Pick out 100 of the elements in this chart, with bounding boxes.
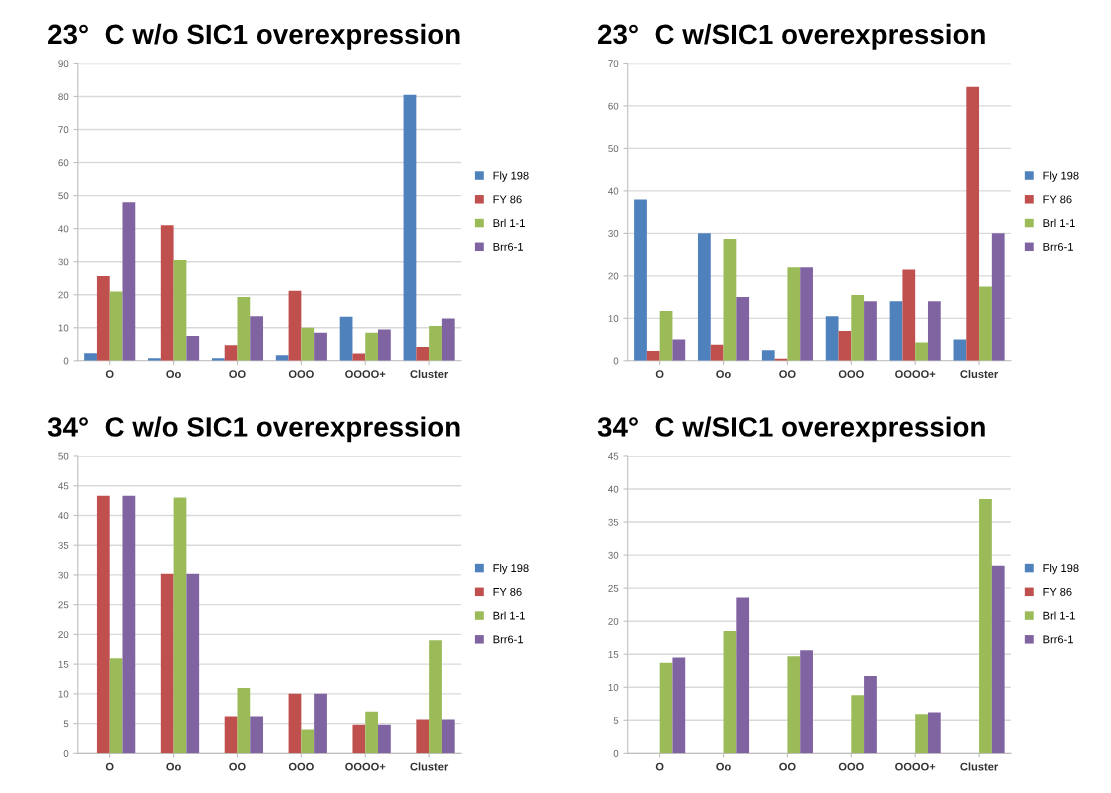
bar [697, 233, 711, 361]
x-tick-label: Oo [716, 370, 731, 378]
bar [416, 346, 430, 361]
bar [84, 353, 97, 361]
bar [672, 339, 686, 361]
bar [160, 225, 174, 361]
x-tick-label: OO [229, 762, 246, 771]
bar [825, 316, 839, 361]
bar [441, 719, 455, 754]
bar [96, 495, 110, 754]
bar [991, 565, 1005, 754]
y-tick-label: 25 [58, 601, 69, 609]
bar [979, 286, 992, 361]
legend-label: Brl 1-1 [1043, 218, 1075, 227]
y-tick-label: 0 [63, 357, 69, 365]
bar [416, 719, 430, 754]
bar [365, 711, 379, 754]
bar [173, 260, 187, 361]
y-tick-label: 70 [608, 60, 619, 68]
x-tick-label: OOO [288, 370, 314, 378]
bar [800, 267, 813, 361]
bar [122, 495, 136, 754]
bar [339, 316, 353, 361]
legend-label: Brl 1-1 [493, 611, 525, 620]
x-tick-label: Cluster [960, 369, 999, 378]
y-tick-label: 70 [58, 126, 69, 134]
bar [378, 329, 391, 361]
bar [979, 498, 992, 754]
legend-label: FY 86 [1043, 195, 1072, 204]
bar [915, 342, 928, 361]
y-tick-label: 35 [608, 518, 619, 526]
bar [186, 573, 200, 754]
bar [851, 695, 865, 754]
y-tick-label: 45 [58, 482, 69, 490]
bar [927, 301, 941, 361]
x-tick-label: Cluster [410, 369, 449, 378]
bar [915, 714, 928, 754]
legend-label: FY 86 [493, 195, 522, 204]
x-tick-label: OOOO+ [895, 762, 936, 771]
bar [634, 199, 647, 361]
y-tick-label: 20 [58, 631, 69, 639]
x-tick-label: O [105, 370, 114, 378]
bar [237, 297, 251, 361]
bar [441, 318, 455, 361]
legend-label: Brr6-1 [1043, 242, 1073, 251]
bar [237, 687, 251, 754]
bar [378, 724, 391, 754]
y-tick-label: 25 [608, 584, 619, 592]
legend-label: Brr6-1 [493, 635, 523, 644]
y-tick-label: 0 [613, 750, 619, 757]
legend-label: FY 86 [1043, 587, 1072, 596]
y-tick-label: 0 [63, 750, 69, 757]
x-tick-label: OO [779, 762, 796, 771]
y-tick-label: 30 [58, 258, 69, 266]
bar [864, 301, 877, 361]
y-tick-label: 30 [58, 571, 69, 579]
y-tick-label: 10 [58, 690, 69, 698]
y-tick-label: 10 [608, 684, 619, 691]
legend-label: Brl 1-1 [493, 218, 525, 227]
bar [646, 351, 660, 361]
x-tick-label: Cluster [410, 762, 449, 771]
x-tick-label: O [655, 370, 664, 378]
y-tick-label: 40 [58, 512, 69, 520]
x-tick-label: OOO [838, 762, 864, 771]
bar [787, 656, 801, 754]
bar [736, 297, 750, 361]
bar [723, 238, 737, 361]
x-tick-label: OO [229, 370, 246, 378]
legend-label: Brl 1-1 [1043, 611, 1075, 620]
legend-label: Brr6-1 [493, 242, 523, 251]
y-tick-label: 50 [58, 452, 69, 460]
y-tick-label: 90 [58, 60, 69, 68]
x-tick-label: Oo [166, 370, 181, 378]
x-tick-label: O [105, 762, 114, 771]
x-tick-label: Oo [166, 762, 181, 771]
y-tick-label: 40 [608, 485, 619, 493]
bar [723, 631, 737, 754]
x-tick-label: OOOO+ [345, 370, 386, 378]
bar [109, 658, 123, 754]
y-tick-label: 10 [608, 315, 619, 322]
bar [224, 345, 238, 361]
y-tick-label: 5 [613, 717, 619, 724]
x-tick-label: OOOO+ [895, 370, 936, 378]
bar [787, 267, 801, 361]
bar [122, 202, 136, 361]
bar [889, 301, 903, 361]
bar [186, 336, 200, 361]
chart-title: 23° C w/SIC1 overexpression [598, 23, 985, 50]
bar [365, 332, 379, 361]
bar [224, 716, 238, 754]
bar [403, 94, 417, 361]
bar [288, 693, 302, 754]
legend-label: Fly 198 [493, 171, 529, 182]
chart-title: 23° C w/o SIC1 overexpression [48, 23, 460, 50]
bar [275, 355, 289, 361]
y-tick-label: 15 [58, 660, 69, 668]
bar [672, 657, 686, 754]
y-tick-label: 60 [608, 102, 619, 110]
y-tick-label: 80 [58, 93, 69, 101]
bar [429, 326, 442, 361]
